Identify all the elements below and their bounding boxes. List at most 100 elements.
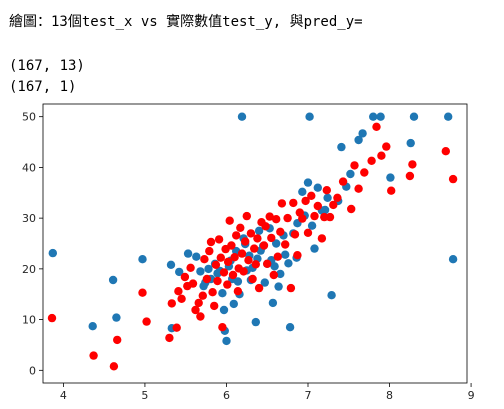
predicted-point: [138, 288, 147, 297]
predicted-point: [448, 174, 458, 184]
predicted-point: [408, 160, 417, 169]
actual-point: [254, 226, 264, 235]
predicted-point: [228, 270, 238, 280]
actual-point: [222, 336, 231, 346]
predicted-point: [172, 323, 181, 332]
x-tick-label: 7: [305, 389, 312, 402]
predicted-point: [350, 161, 359, 170]
predicted-point: [223, 280, 232, 289]
predicted-point: [347, 204, 356, 214]
actual-point: [251, 317, 260, 327]
predicted-point: [242, 211, 251, 221]
predicted-point: [372, 122, 381, 131]
actual-point: [229, 299, 238, 309]
x-tick-label: 8: [386, 389, 393, 402]
predicted-point: [253, 234, 262, 243]
predicted-point: [219, 268, 229, 277]
scatter-plot: 4 5 6 7 8 9 0 10 20 30 40 50: [22, 103, 475, 402]
predicted-point: [269, 270, 278, 280]
predicted-series: [47, 122, 458, 371]
predicted-point: [298, 214, 307, 223]
actual-series: [48, 112, 458, 346]
actual-point: [175, 267, 184, 277]
actual-point: [448, 255, 458, 264]
actual-point: [192, 252, 201, 261]
predicted-point: [230, 253, 239, 262]
predicted-point: [248, 274, 257, 284]
predicted-point: [180, 272, 190, 282]
predicted-point: [109, 362, 119, 371]
y-tick-label: 40: [22, 161, 36, 174]
x-tick-label: 6: [223, 389, 230, 402]
actual-point: [284, 259, 293, 268]
actual-point: [307, 221, 317, 230]
predicted-point: [263, 259, 272, 268]
predicted-point: [113, 335, 122, 345]
predicted-point: [208, 288, 217, 297]
predicted-point: [216, 253, 225, 262]
predicted-point: [218, 323, 227, 332]
actual-point: [327, 291, 336, 300]
actual-point: [305, 112, 314, 121]
predicted-point: [322, 186, 331, 195]
predicted-point: [174, 287, 183, 296]
predicted-point: [261, 222, 270, 231]
predicted-point: [227, 241, 236, 250]
actual-point: [138, 255, 147, 264]
predicted-point: [165, 333, 174, 343]
predicted-point: [167, 299, 176, 308]
actual-point: [108, 275, 118, 285]
actual-point: [285, 323, 295, 332]
actual-point: [354, 135, 363, 145]
predicted-point: [233, 287, 243, 296]
predicted-point: [377, 151, 386, 160]
actual-point: [237, 112, 247, 121]
predicted-point: [286, 283, 296, 293]
predicted-point: [387, 186, 396, 195]
actual-point: [270, 262, 279, 271]
predicted-point: [281, 240, 290, 249]
predicted-point: [200, 255, 209, 264]
predicted-point: [265, 212, 274, 221]
predicted-point: [210, 301, 219, 311]
actual-point: [196, 267, 205, 276]
y-tick-label: 0: [29, 364, 36, 377]
actual-point: [406, 138, 415, 148]
predicted-point: [246, 229, 256, 238]
actual-point: [88, 322, 97, 331]
predicted-point: [47, 313, 57, 323]
predicted-point: [441, 147, 450, 156]
actual-point: [272, 239, 281, 248]
predicted-point: [241, 237, 250, 246]
actual-point: [183, 249, 193, 258]
predicted-point: [367, 156, 376, 165]
predicted-point: [307, 191, 316, 200]
predicted-point: [338, 177, 348, 186]
predicted-point: [251, 260, 260, 269]
predicted-point: [303, 228, 313, 237]
actual-point: [233, 277, 243, 286]
actual-point: [274, 282, 283, 291]
actual-point: [260, 278, 269, 287]
predicted-point: [317, 234, 327, 243]
y-tick-label: 30: [22, 212, 36, 225]
predicted-point: [289, 198, 298, 208]
predicted-point: [236, 223, 245, 232]
predicted-point: [405, 171, 415, 181]
predicted-point: [239, 267, 248, 276]
actual-point: [444, 112, 453, 121]
output-heading: 繪圖：13個test_x vs 實際數值test_y, 與pred_y=: [9, 14, 363, 30]
predicted-point: [191, 305, 200, 315]
actual-point: [218, 289, 227, 298]
predicted-point: [250, 244, 259, 253]
actual-point: [276, 269, 285, 279]
predicted-point: [325, 212, 335, 222]
predicted-point: [206, 237, 216, 247]
predicted-point: [186, 263, 195, 272]
predicted-point: [290, 230, 300, 239]
predicted-point: [259, 241, 269, 250]
predicted-point: [313, 201, 322, 211]
predicted-point: [214, 235, 224, 244]
y-tick-label: 20: [22, 263, 36, 276]
y-tick-label: 50: [22, 111, 36, 124]
